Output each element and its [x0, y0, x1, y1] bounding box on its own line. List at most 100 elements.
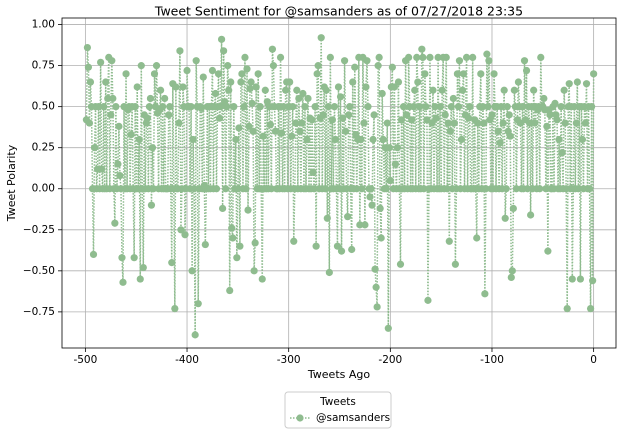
- data-point: [241, 53, 249, 62]
- data-point: [168, 259, 176, 267]
- data-point: [84, 63, 93, 71]
- data-point: [477, 70, 485, 78]
- data-point: [428, 119, 436, 127]
- data-point: [89, 250, 98, 259]
- data-point: [240, 103, 248, 111]
- data-point: [98, 165, 106, 173]
- data-point: [483, 50, 491, 58]
- data-point: [543, 122, 551, 130]
- data-point: [303, 135, 311, 144]
- data-point: [137, 62, 145, 70]
- data-point: [150, 70, 159, 78]
- data-point: [457, 135, 466, 144]
- data-point: [334, 83, 343, 91]
- data-point: [309, 168, 317, 176]
- data-point: [372, 283, 380, 291]
- data-point: [143, 114, 151, 122]
- data-point: [480, 119, 488, 127]
- data-point: [590, 70, 598, 78]
- data-point: [391, 160, 400, 168]
- data-point: [247, 78, 255, 86]
- data-point: [346, 103, 354, 111]
- data-point: [165, 111, 173, 119]
- data-point: [585, 185, 594, 193]
- data-point: [573, 78, 581, 86]
- data-point: [570, 103, 578, 111]
- data-point: [444, 119, 452, 127]
- data-point: [152, 62, 161, 70]
- data-point: [469, 53, 477, 62]
- x-tick-label: -300: [277, 354, 301, 366]
- data-point: [514, 78, 523, 86]
- data-point: [394, 78, 403, 86]
- data-point: [568, 275, 576, 283]
- data-point: [450, 119, 458, 127]
- data-point: [399, 103, 408, 111]
- data-point: [340, 57, 349, 65]
- data-point: [133, 83, 141, 91]
- data-point: [277, 129, 286, 137]
- legend-label: @samsanders: [316, 412, 390, 424]
- data-point: [555, 135, 563, 144]
- data-point: [416, 103, 424, 111]
- data-point: [551, 99, 559, 107]
- data-point: [536, 185, 544, 193]
- data-point: [230, 103, 238, 111]
- data-point: [455, 57, 464, 65]
- data-point: [166, 103, 174, 111]
- data-point: [436, 103, 444, 111]
- data-point: [429, 86, 437, 94]
- data-point: [135, 135, 143, 144]
- data-point: [211, 89, 220, 98]
- data-point: [215, 114, 224, 122]
- data-point: [333, 242, 342, 250]
- y-tick-label: 0.00: [32, 183, 55, 195]
- data-point: [484, 103, 492, 111]
- data-point: [148, 144, 157, 152]
- y-axis-title: Tweet Polarity: [5, 144, 18, 222]
- data-point: [246, 84, 254, 93]
- data-point: [219, 204, 227, 213]
- data-point: [442, 53, 450, 62]
- data-point: [295, 94, 303, 103]
- legend: Tweets @samsanders: [284, 391, 392, 429]
- data-point: [145, 103, 154, 111]
- data-point: [187, 103, 195, 111]
- data-point: [582, 80, 591, 88]
- data-point: [479, 103, 487, 111]
- data-point: [301, 103, 309, 111]
- data-point: [288, 132, 296, 140]
- data-point: [171, 304, 179, 313]
- data-point: [290, 237, 298, 245]
- data-point: [244, 206, 252, 214]
- data-point: [589, 277, 597, 285]
- data-point: [161, 94, 169, 103]
- data-point: [411, 86, 419, 94]
- data-point: [338, 114, 347, 122]
- data-point: [419, 53, 427, 62]
- data-point: [348, 245, 356, 254]
- data-point: [424, 296, 432, 304]
- data-point: [266, 121, 274, 129]
- data-point: [252, 83, 260, 91]
- data-point: [531, 119, 539, 127]
- data-point: [367, 185, 375, 193]
- data-point: [561, 119, 569, 127]
- data-point: [445, 237, 453, 245]
- data-point: [321, 185, 329, 193]
- data-point: [245, 122, 253, 130]
- data-point: [496, 139, 504, 147]
- data-point: [525, 119, 534, 127]
- data-point: [527, 211, 535, 219]
- data-point: [147, 201, 156, 209]
- data-point: [434, 53, 442, 62]
- data-point: [118, 254, 126, 262]
- data-point: [506, 132, 514, 140]
- data-point: [474, 119, 482, 127]
- data-point: [127, 130, 135, 139]
- data-point: [293, 86, 301, 94]
- data-point: [276, 53, 285, 62]
- data-point: [227, 78, 235, 86]
- data-point: [299, 89, 307, 98]
